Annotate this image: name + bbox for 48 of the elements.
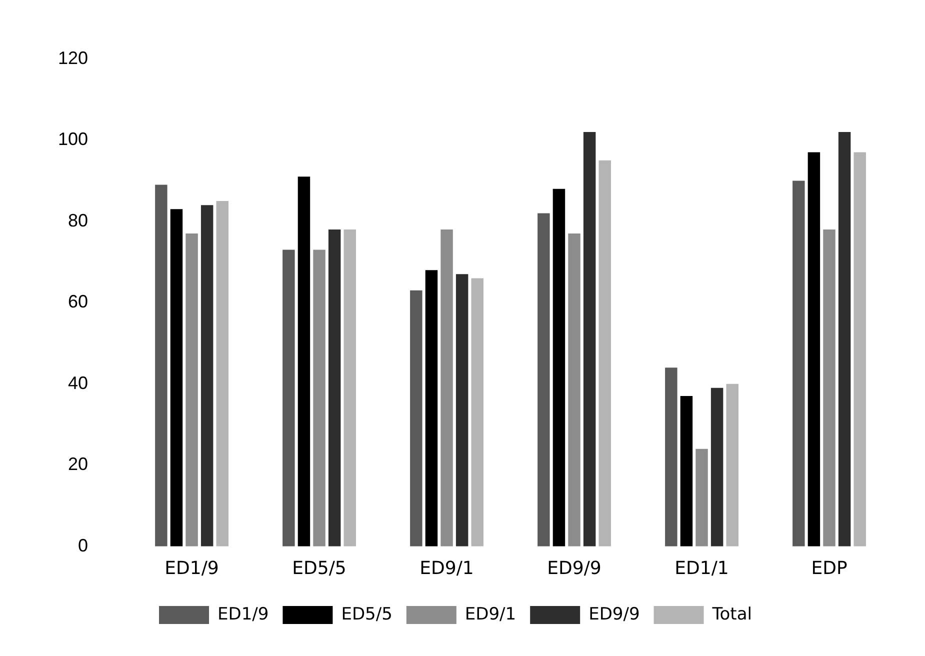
bar xyxy=(298,176,310,546)
bar xyxy=(425,270,438,546)
bar xyxy=(823,229,836,546)
legend-label: ED5/5 xyxy=(341,604,392,624)
bar xyxy=(696,448,708,546)
bar xyxy=(410,290,422,546)
legend-label: Total xyxy=(711,604,752,624)
bar xyxy=(328,229,341,546)
y-tick-label: 80 xyxy=(68,210,88,230)
bar xyxy=(440,229,453,546)
bar xyxy=(344,229,356,546)
bar xyxy=(155,184,168,546)
y-tick-label: 60 xyxy=(68,292,88,312)
bar xyxy=(665,368,678,546)
bar xyxy=(170,209,183,546)
bar xyxy=(726,384,738,546)
x-tick-label: ED9/9 xyxy=(547,558,602,579)
bar xyxy=(471,278,484,546)
x-tick-label: ED9/1 xyxy=(420,558,474,579)
bar xyxy=(538,213,550,546)
y-tick-label: 0 xyxy=(78,535,88,556)
bar xyxy=(598,160,611,546)
bar xyxy=(456,274,468,546)
legend-label: ED1/9 xyxy=(218,604,269,624)
bar xyxy=(568,234,580,546)
x-tick-label: ED1/1 xyxy=(674,558,729,579)
bar xyxy=(583,132,596,546)
x-tick-label: ED5/5 xyxy=(292,558,346,579)
legend-label: ED9/9 xyxy=(588,604,640,624)
bar xyxy=(838,132,851,546)
bar xyxy=(808,152,820,546)
bar xyxy=(710,388,724,546)
y-tick-label: 20 xyxy=(68,454,88,474)
y-tick-label: 100 xyxy=(58,129,88,150)
bar xyxy=(313,250,326,546)
x-tick-label: EDP xyxy=(811,558,848,579)
bar xyxy=(186,234,198,546)
y-tick-label: 40 xyxy=(68,372,88,393)
bar xyxy=(216,201,228,546)
legend-label: ED9/1 xyxy=(464,604,516,624)
bar xyxy=(282,250,295,546)
bar xyxy=(200,205,214,546)
bar xyxy=(792,180,805,546)
y-tick-label: 120 xyxy=(58,48,88,68)
bar xyxy=(552,188,566,546)
x-tick-label: ED1/9 xyxy=(164,558,219,579)
bar xyxy=(854,152,866,546)
bar xyxy=(680,396,693,546)
